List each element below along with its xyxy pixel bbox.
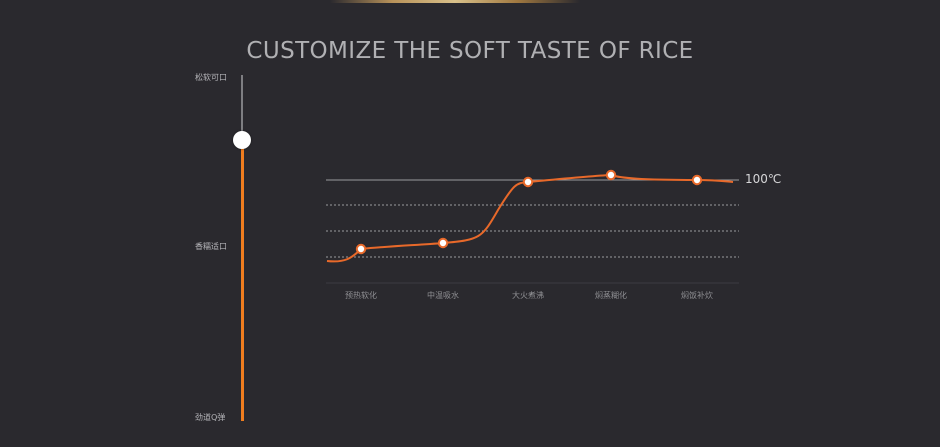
slider-track-upper[interactable] (241, 75, 243, 141)
slider-middle-label: 香糯适口 (195, 242, 227, 251)
x-axis-label: 焖饭补炊 (681, 290, 713, 300)
slider-track-filled[interactable] (241, 141, 244, 421)
curve-point-2 (437, 237, 449, 249)
temperature-curve (326, 173, 734, 263)
x-axis-label: 大火煮沸 (512, 290, 544, 300)
slider-top-label: 松软可口 (195, 73, 227, 82)
curve-point-1 (355, 243, 367, 255)
curve-point-4 (605, 169, 617, 181)
curve-point-5 (691, 174, 703, 186)
slider-thumb[interactable] (233, 131, 251, 149)
curve-point-3 (522, 176, 534, 188)
reference-temp-label: 100℃ (745, 172, 781, 186)
x-axis-label: 焖蒸糊化 (595, 290, 627, 300)
top-image-glimpse (330, 0, 580, 3)
x-axis-label: 预热软化 (345, 290, 377, 300)
x-axis-label: 中温吸水 (427, 290, 459, 300)
page-title: CUSTOMIZE THE SOFT TASTE OF RICE (246, 38, 694, 64)
slider-bottom-label: 劲道Q弹 (195, 413, 226, 422)
